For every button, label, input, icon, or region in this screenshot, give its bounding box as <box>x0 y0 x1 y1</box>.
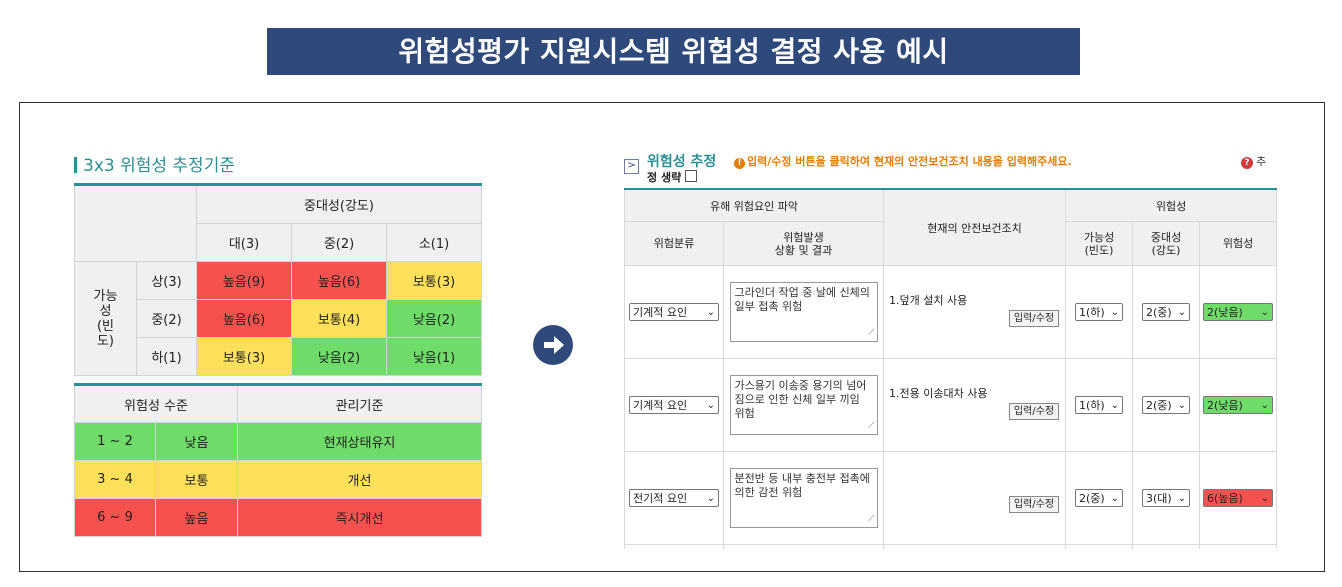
table-row: 기계적 요인 ⌄ 그라인더 작업 중 날에 신체의 일부 접촉 위험 ⟋ 1.덮개 … <box>624 265 1278 359</box>
matrix-corner <box>74 184 197 262</box>
situation-textarea[interactable]: 그라인더 작업 중 날에 신체의 일부 접촉 위험 ⟋ <box>729 282 878 342</box>
risk-estimate-title: 위험성 추정 <box>647 154 717 170</box>
measure-text: 1.덮개 설치 사용 <box>889 294 968 307</box>
likelihood-select[interactable]: 2(중) ⌄ <box>1075 489 1124 507</box>
level-mgmt: 현재상태유지 <box>237 422 482 461</box>
table-row: 전기적 요인 ⌄ 분전반 등 내부 충전부 접촉에 의한 감전 위험 ⟋ 입력/수정… <box>624 451 1278 545</box>
matrix-title: 3x3 위험성 추정기준 <box>74 151 235 176</box>
situation-header: 위험발생 상황 및 결과 <box>722 221 885 266</box>
severity-col: 대(3) <box>196 223 292 262</box>
table-row-partial <box>624 544 1278 549</box>
table-row: 기계적 요인 ⌄ 가스용기 이송중 용기의 넘어짐으로 인한 신체 일부 끼임 위… <box>624 358 1278 452</box>
alert-icon: ! <box>734 158 745 169</box>
arrow-right-icon <box>533 325 573 365</box>
severity-select[interactable]: 2(중) ⌄ <box>1142 303 1191 321</box>
severity-col: 소(1) <box>386 223 482 262</box>
edit-button[interactable]: 입력/수정 <box>1008 310 1060 327</box>
help-icon: ? <box>1241 157 1253 169</box>
omit-estimate: 정 생략 <box>647 169 698 185</box>
matrix-cell: 보통(3) <box>386 261 482 300</box>
risk-group-header: 위험성 <box>1065 188 1278 222</box>
matrix-cell: 낮음(2) <box>291 337 387 376</box>
measures-header: 현재의 안전보건조치 <box>883 188 1067 266</box>
category-select[interactable]: 기계적 요인 ⌄ <box>629 396 719 414</box>
level-range: 3 ~ 4 <box>74 460 156 499</box>
level-range: 6 ~ 9 <box>74 498 156 537</box>
edit-button[interactable]: 입력/수정 <box>1008 403 1060 420</box>
notice-text: ! 입력/수정 버튼을 클릭하여 현재의 안전보건조치 내용을 입력해주세요. <box>734 153 1072 169</box>
matrix-cell: 낮음(1) <box>386 337 482 376</box>
severity-col: 중(2) <box>291 223 387 262</box>
risk-matrix-table: 중대성(강도) 대(3) 중(2) 소(1) 가능 성 (빈 도) 상(3) 높… <box>74 183 482 376</box>
category-header: 위험분류 <box>624 221 724 266</box>
likelihood-row-label: 하(1) <box>136 337 197 376</box>
severity-select[interactable]: 2(중) ⌄ <box>1142 396 1191 414</box>
situation-textarea[interactable]: 가스용기 이송중 용기의 넘어짐으로 인한 신체 일부 끼임 위험 ⟋ <box>729 375 878 435</box>
likelihood-row-label: 중(2) <box>136 299 197 338</box>
category-select[interactable]: 기계적 요인 ⌄ <box>629 303 719 321</box>
page-banner: 위험성평가 지원시스템 위험성 결정 사용 예시 <box>267 28 1080 75</box>
expand-toggle-icon[interactable]: > <box>624 159 639 174</box>
risk-select[interactable]: 6(높음) ⌄ <box>1203 489 1274 507</box>
matrix-cell: 보통(4) <box>291 299 387 338</box>
risk-estimate-table: 유해 위험요인 파악 현재의 안전보건조치 위험성 위험분류 위험발생 상황 및 … <box>623 188 1278 549</box>
measure-text: 1.전용 이송대차 사용 <box>889 387 988 400</box>
likelihood-row-label: 상(3) <box>136 261 197 300</box>
risk-select[interactable]: 2(낮음) ⌄ <box>1203 396 1274 414</box>
severity-col-header: 중대성 (강도) <box>1132 221 1201 266</box>
help-link[interactable]: ? 추 <box>1241 153 1266 169</box>
matrix-cell: 높음(6) <box>291 261 387 300</box>
mgmt-header: 관리기준 <box>237 384 482 423</box>
level-mgmt: 개선 <box>237 460 482 499</box>
matrix-cell: 보통(3) <box>196 337 292 376</box>
matrix-cell: 높음(6) <box>196 299 292 338</box>
edit-button[interactable]: 입력/수정 <box>1008 496 1060 513</box>
severity-header: 중대성(강도) <box>196 184 482 224</box>
likelihood-col-header: 가능성 (빈도) <box>1065 221 1134 266</box>
risk-level-table: 위험성 수준 관리기준 1 ~ 2 낮음 현재상태유지 3 ~ 4 보통 개선 … <box>74 383 482 537</box>
level-range: 1 ~ 2 <box>74 422 156 461</box>
level-mgmt: 즉시개선 <box>237 498 482 537</box>
likelihood-select[interactable]: 1(하) ⌄ <box>1075 396 1124 414</box>
level-name: 낮음 <box>155 422 238 461</box>
level-name: 보통 <box>155 460 238 499</box>
level-name: 높음 <box>155 498 238 537</box>
omit-checkbox[interactable] <box>685 170 698 182</box>
likelihood-header: 가능 성 (빈 도) <box>74 261 137 376</box>
category-select[interactable]: 전기적 요인 ⌄ <box>629 489 719 507</box>
likelihood-select[interactable]: 1(하) ⌄ <box>1075 303 1124 321</box>
risk-col-header: 위험성 <box>1199 221 1278 266</box>
matrix-cell: 낮음(2) <box>386 299 482 338</box>
severity-select[interactable]: 3(대) ⌄ <box>1142 489 1191 507</box>
hazard-group-header: 유해 위험요인 파악 <box>623 188 885 222</box>
matrix-cell: 높음(9) <box>196 261 292 300</box>
risk-select[interactable]: 2(낮음) ⌄ <box>1203 303 1274 321</box>
level-header: 위험성 수준 <box>74 384 238 423</box>
situation-textarea[interactable]: 분전반 등 내부 충전부 접촉에 의한 감전 위험 ⟋ <box>729 468 878 528</box>
